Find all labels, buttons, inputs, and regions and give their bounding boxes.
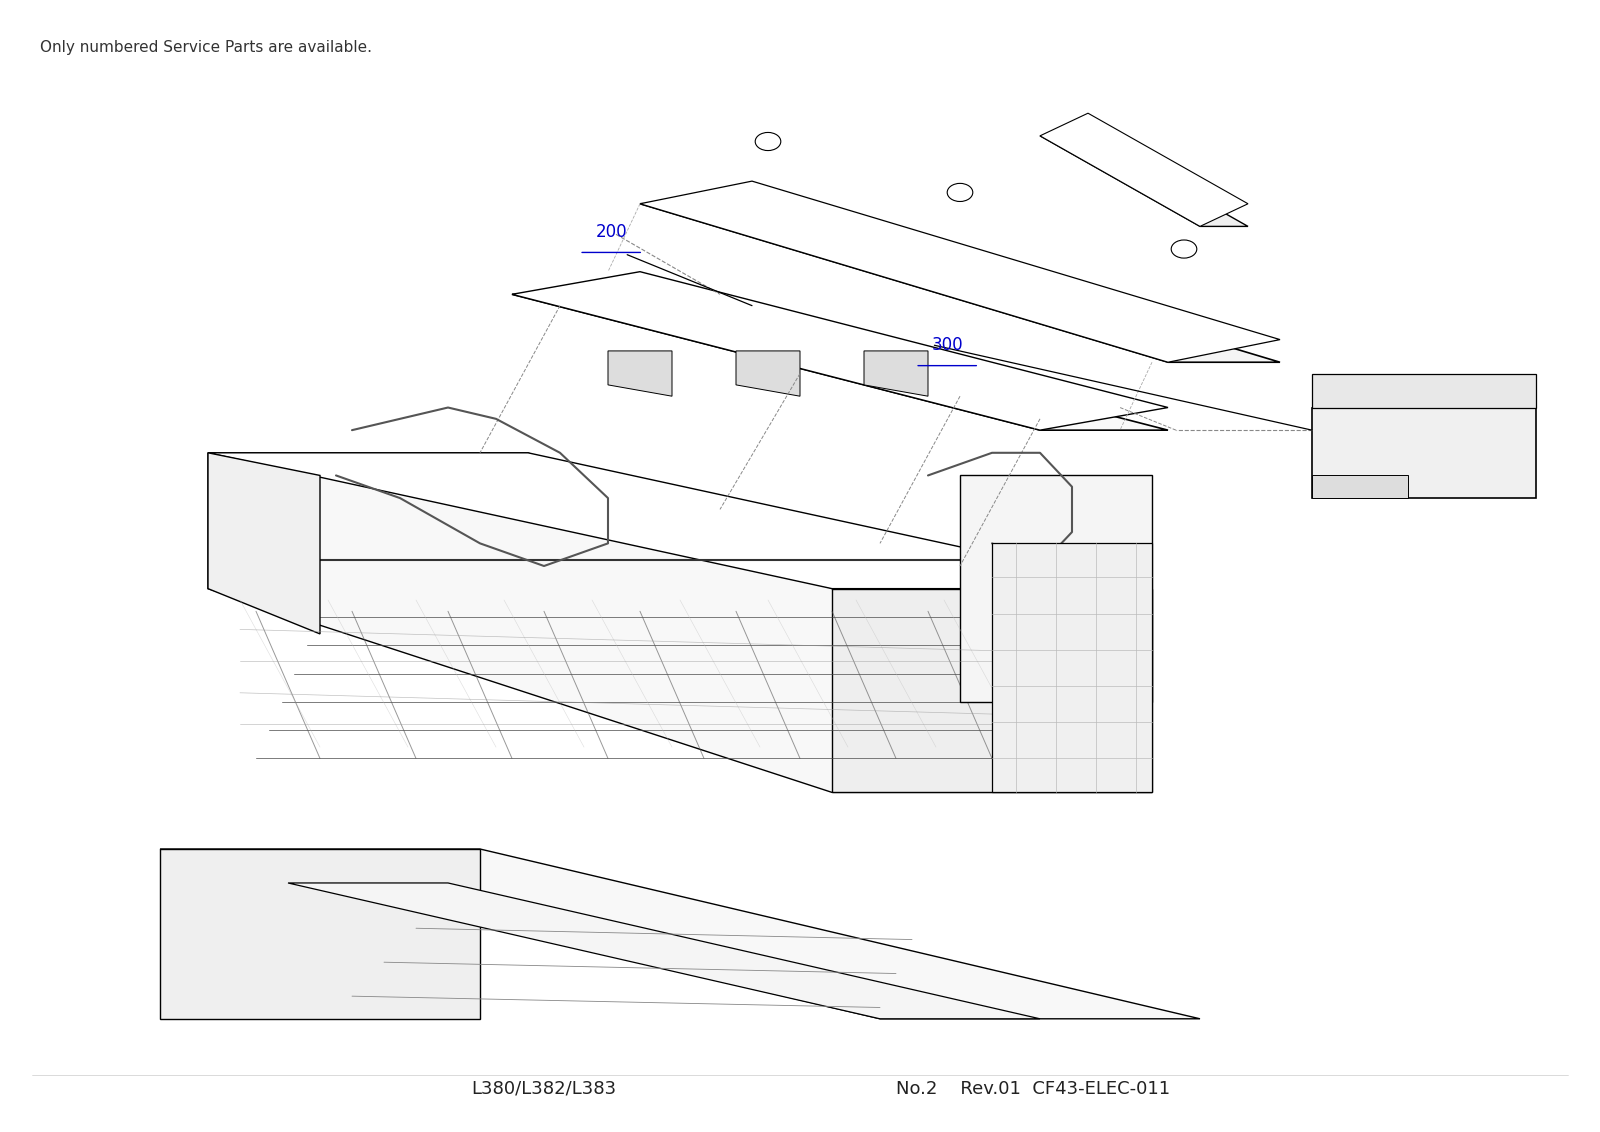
Polygon shape: [512, 272, 1168, 430]
Polygon shape: [208, 453, 320, 634]
Text: Only numbered Service Parts are available.: Only numbered Service Parts are availabl…: [40, 40, 371, 54]
Circle shape: [947, 183, 973, 201]
Polygon shape: [992, 543, 1152, 792]
Text: L380/L382/L383: L380/L382/L383: [472, 1080, 616, 1098]
Text: No.2    Rev.01  CF43-ELEC-011: No.2 Rev.01 CF43-ELEC-011: [896, 1080, 1170, 1098]
Polygon shape: [864, 351, 928, 396]
Polygon shape: [208, 453, 1152, 589]
Polygon shape: [1040, 136, 1248, 226]
Polygon shape: [640, 181, 1280, 362]
Polygon shape: [160, 849, 1200, 1019]
Polygon shape: [1040, 113, 1248, 226]
Circle shape: [1171, 240, 1197, 258]
Polygon shape: [512, 294, 1168, 430]
Polygon shape: [288, 883, 1040, 1019]
Text: 300: 300: [931, 336, 963, 354]
Polygon shape: [208, 453, 1152, 792]
Polygon shape: [1312, 374, 1536, 408]
Circle shape: [755, 132, 781, 151]
Polygon shape: [608, 351, 672, 396]
Polygon shape: [640, 204, 1280, 362]
Polygon shape: [736, 351, 800, 396]
Polygon shape: [832, 589, 1152, 792]
Polygon shape: [160, 849, 480, 1019]
Polygon shape: [960, 475, 1152, 702]
Polygon shape: [1312, 475, 1408, 498]
Text: 200: 200: [595, 223, 627, 241]
Polygon shape: [1312, 408, 1536, 498]
